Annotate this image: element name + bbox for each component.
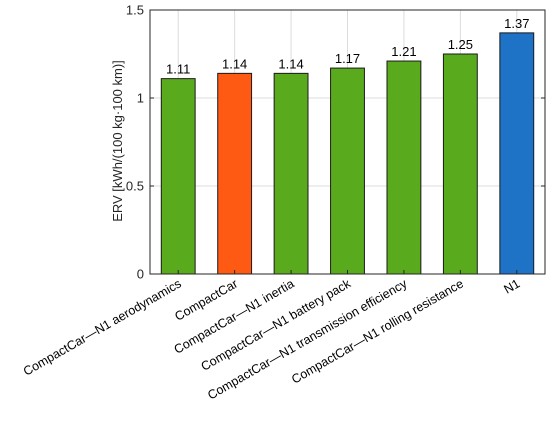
y-tick-label: 0.5 [126, 179, 144, 194]
bar [330, 67, 365, 275]
x-tick-label: CompactCar—N1 aerodynamics [21, 276, 184, 378]
bar [217, 72, 253, 275]
data-label: 1.11 [166, 62, 190, 77]
data-label: 1.17 [335, 51, 360, 66]
data-label: 1.14 [278, 56, 303, 71]
y-tick-label: 1 [137, 91, 144, 106]
x-tick-label: N1 [501, 276, 522, 296]
y-tick-label: 0 [137, 267, 144, 282]
y-tick-label: 1.5 [126, 3, 144, 18]
bar [160, 78, 196, 275]
data-label: 1.25 [448, 37, 473, 52]
bar [386, 60, 422, 275]
data-label: 1.21 [391, 44, 416, 59]
bar [499, 32, 535, 275]
axes [149, 9, 546, 275]
data-label: 1.14 [222, 56, 247, 71]
y-axis-title: ERV [kWh/(100 kg·100 km)] [110, 60, 125, 222]
bar [442, 53, 478, 275]
bars [160, 32, 535, 275]
data-label: 1.37 [504, 16, 529, 31]
bar [273, 72, 309, 275]
